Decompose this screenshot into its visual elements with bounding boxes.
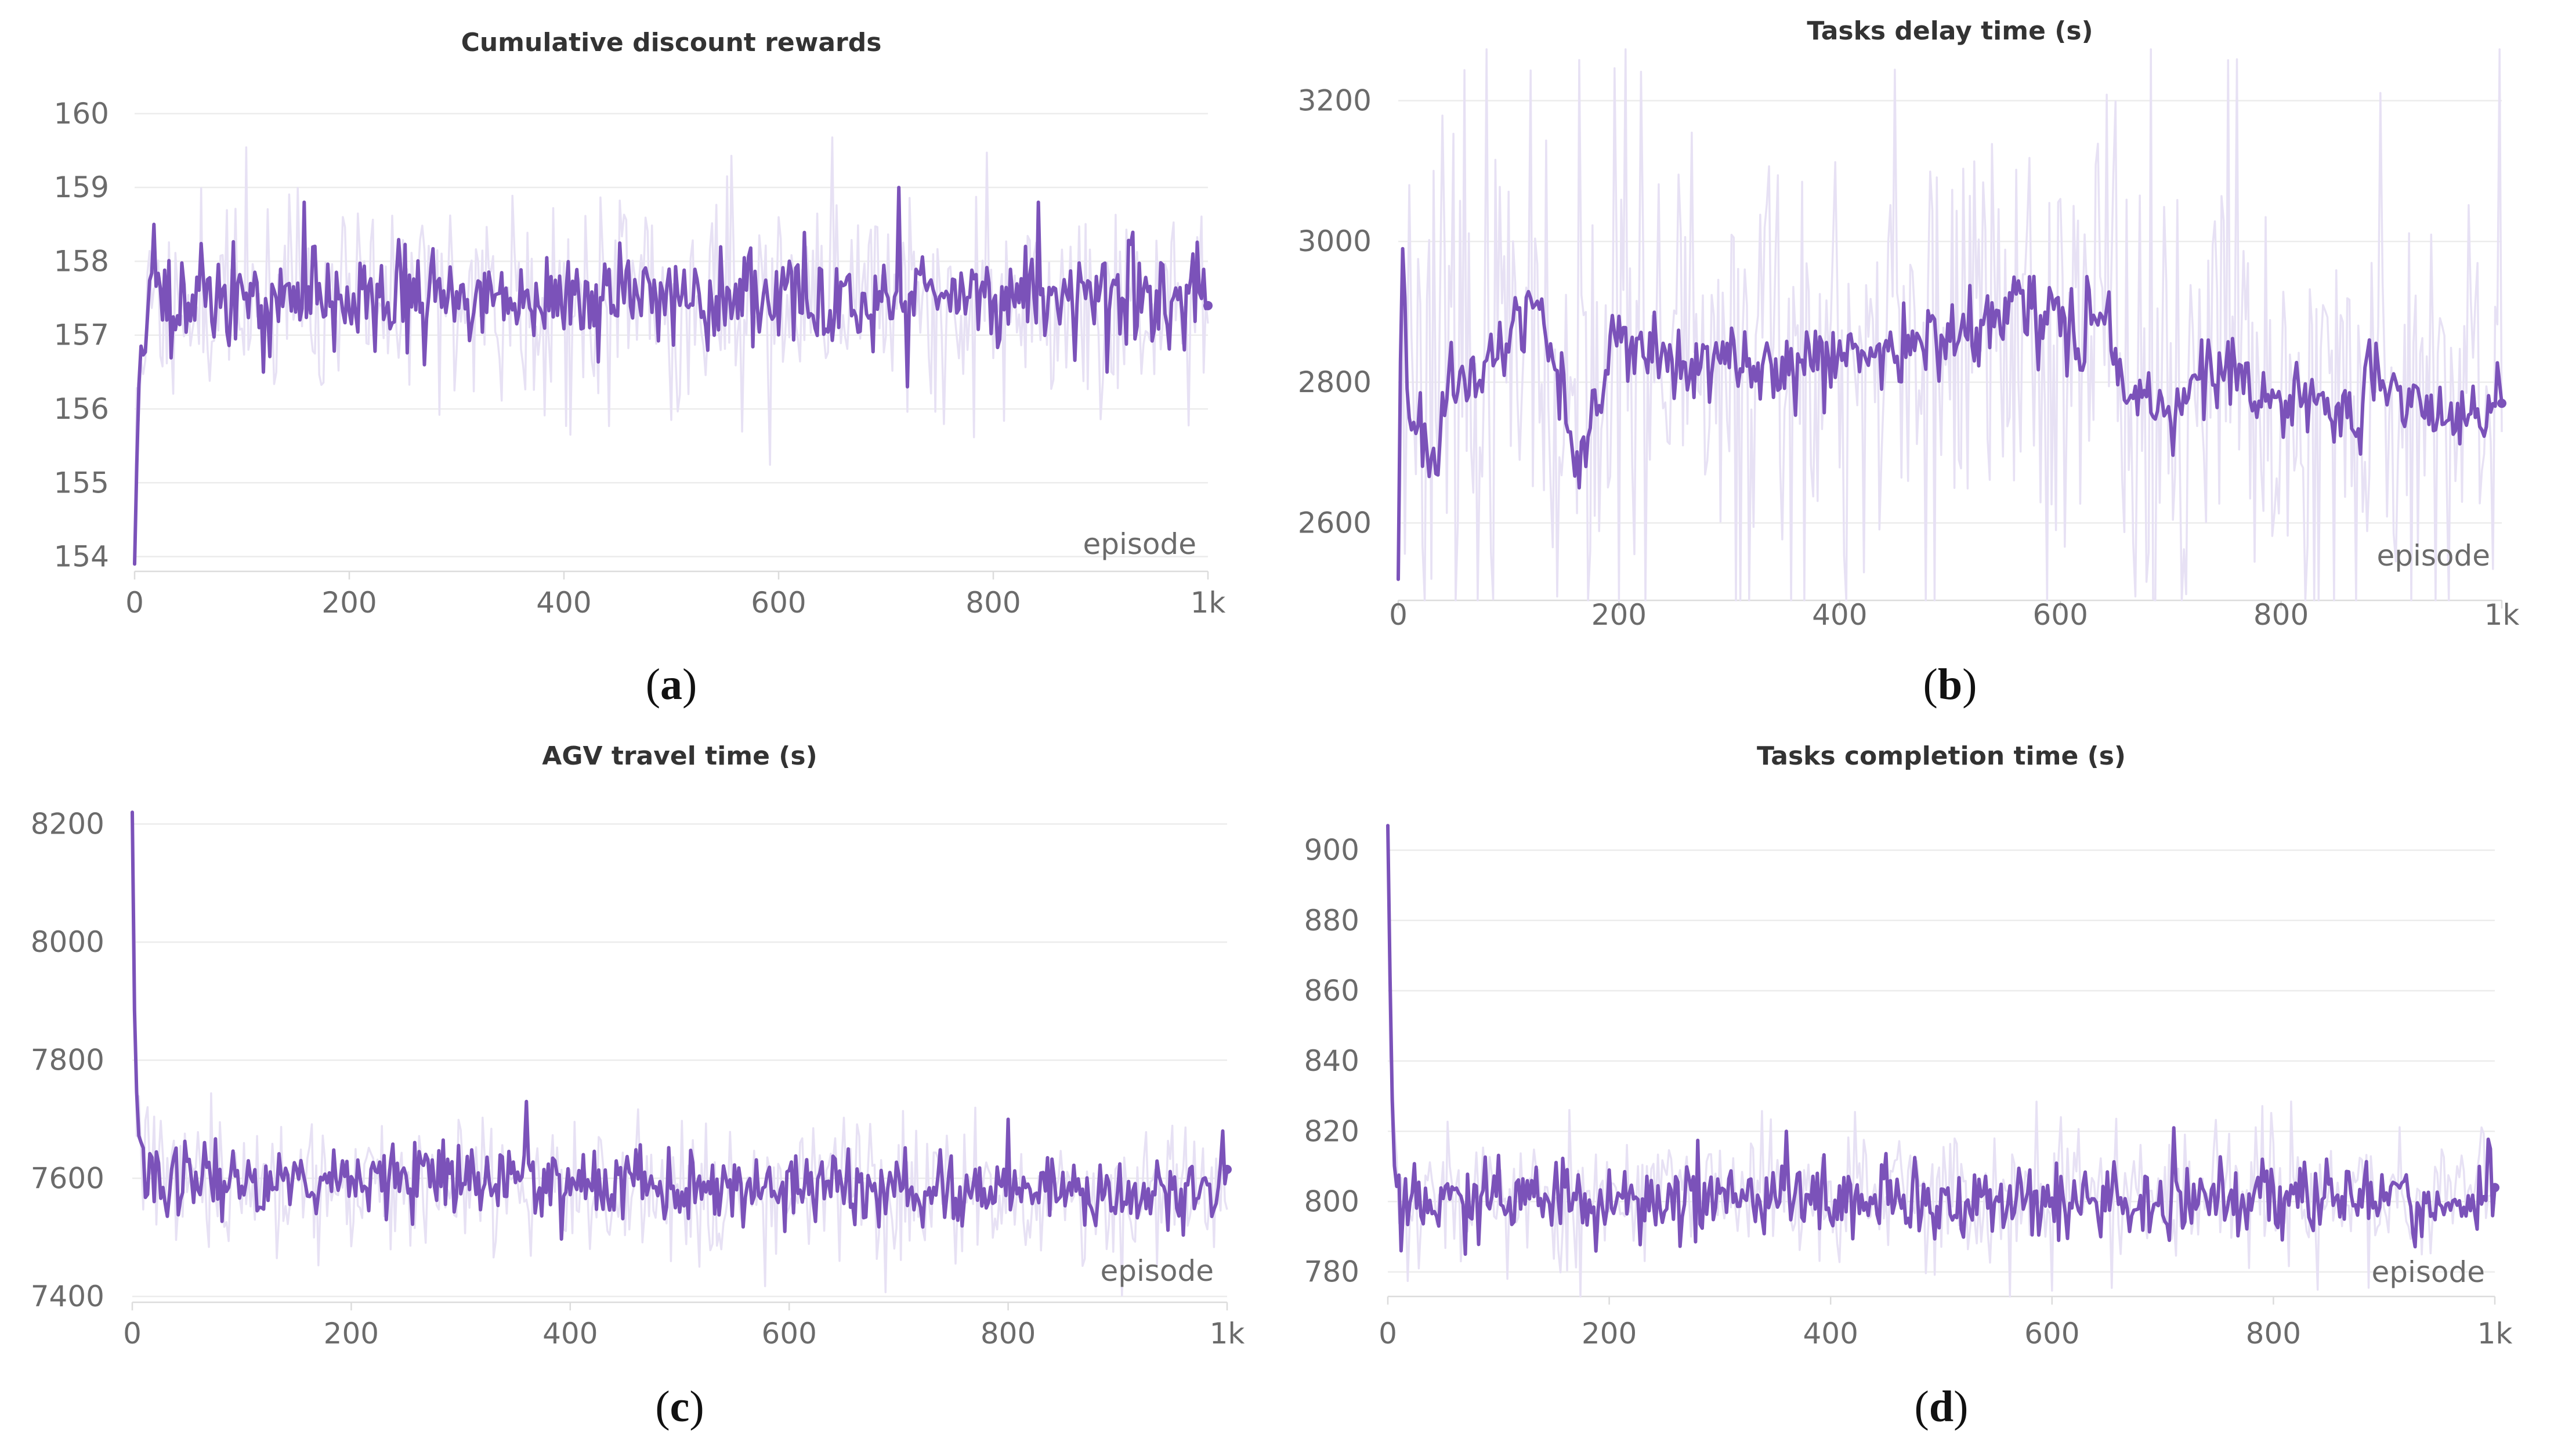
y-tick-label: 840 — [1304, 1044, 1359, 1078]
series-end-point — [1222, 1164, 1232, 1174]
x-tick-label: 200 — [1582, 1317, 1637, 1350]
x-tick-label: 600 — [761, 1317, 816, 1350]
x-tick-label: 200 — [1591, 598, 1647, 632]
x-tick-label: 200 — [324, 1317, 379, 1350]
y-tick-label: 880 — [1304, 904, 1359, 937]
x-tick-label: 600 — [751, 586, 806, 620]
x-tick-label: 600 — [2024, 1317, 2079, 1350]
series-smoothed-line — [1397, 247, 2504, 581]
panel-caption: (b) — [1923, 660, 1977, 709]
y-tick-label: 8000 — [31, 925, 104, 959]
caption-close: ) — [1962, 660, 1977, 709]
chart-title: AGV travel time (s) — [542, 741, 817, 771]
y-tick-label: 7600 — [31, 1161, 104, 1195]
panel-caption: (a) — [646, 660, 697, 709]
chart-panel-c: 7400 7600 7800 8000 8200 0 200 400 600 800 1k episo… — [31, 741, 1245, 1431]
y-tick-label: 800 — [1304, 1185, 1359, 1218]
x-axis-label: episode — [1083, 527, 1196, 561]
y-tick-label: 2600 — [1298, 506, 1372, 540]
y-tick-label: 3000 — [1298, 224, 1372, 258]
y-tick-label: 7400 — [31, 1280, 104, 1313]
caption-close: ) — [682, 660, 697, 709]
y-tick-label: 860 — [1304, 974, 1359, 1008]
caption-open: ( — [646, 660, 660, 709]
chart-title: Cumulative discount rewards — [461, 28, 882, 57]
y-tick-label: 900 — [1304, 834, 1359, 867]
x-axis-label: episode — [2371, 1255, 2485, 1289]
series-smoothed-line — [1386, 824, 2497, 1256]
chart-panel-b: 2600 2800 3000 3200 0 200 400 600 800 1k episode Ta… — [1298, 16, 2520, 709]
y-tick-label: 160 — [54, 97, 109, 131]
y-tick-label: 155 — [54, 466, 109, 499]
x-tick-label: 200 — [321, 586, 377, 620]
x-tick-label: 0 — [123, 1317, 142, 1350]
y-tick-label: 154 — [54, 540, 109, 574]
y-tick-label: 820 — [1304, 1114, 1359, 1148]
x-tick-label: 1k — [2484, 598, 2520, 632]
y-tick-label: 780 — [1304, 1255, 1359, 1289]
series-raw-line — [133, 136, 1209, 564]
series-raw-line — [131, 812, 1228, 1297]
panel-caption: (d) — [1915, 1382, 1969, 1431]
chart-panel-a: 154 155 156 157 158 159 160 0 200 400 600 800 1k epis… — [54, 28, 1226, 709]
y-tick-label: 3200 — [1298, 84, 1372, 118]
y-tick-label: 157 — [54, 318, 109, 352]
y-tick-label: 2800 — [1298, 365, 1372, 399]
series-end-point — [2490, 1183, 2499, 1193]
caption-close: ) — [1954, 1382, 1968, 1431]
caption-open: ( — [1923, 660, 1938, 709]
x-tick-label: 400 — [536, 586, 591, 620]
series-smoothed-line — [133, 186, 1210, 566]
y-tick-label: 8200 — [31, 807, 104, 841]
x-tick-label: 1k — [1191, 586, 1226, 620]
x-tick-label: 1k — [2477, 1317, 2513, 1350]
chart-title: Tasks completion time (s) — [1757, 741, 2126, 771]
panel-caption: (c) — [655, 1382, 704, 1431]
y-tick-label: 158 — [54, 244, 109, 278]
x-tick-label: 600 — [2032, 598, 2088, 632]
y-tick-label: 156 — [54, 392, 109, 426]
caption-close: ) — [689, 1382, 704, 1431]
x-tick-label: 800 — [965, 586, 1021, 620]
x-tick-label: 400 — [1812, 598, 1867, 632]
series-smoothed-line — [131, 810, 1229, 1241]
x-tick-label: 400 — [1803, 1317, 1858, 1350]
caption-letter: c — [670, 1382, 690, 1431]
x-axis-label: episode — [2376, 539, 2490, 573]
x-tick-label: 0 — [125, 586, 144, 620]
series-end-point — [2497, 399, 2506, 408]
y-tick-label: 159 — [54, 171, 109, 204]
x-axis-label: episode — [1100, 1254, 1214, 1288]
chart-title: Tasks delay time (s) — [1807, 16, 2093, 46]
chart-panel-d: 780 800 820 840 860 880 900 0 200 400 600 800 1k epis… — [1304, 741, 2513, 1431]
series-end-point — [1203, 300, 1213, 310]
x-tick-label: 0 — [1389, 598, 1408, 632]
caption-letter: a — [660, 660, 682, 709]
caption-open: ( — [655, 1382, 670, 1431]
x-tick-label: 400 — [542, 1317, 598, 1350]
caption-letter: b — [1938, 660, 1962, 709]
caption-letter: d — [1929, 1382, 1954, 1431]
x-tick-label: 800 — [2253, 598, 2309, 632]
x-tick-label: 1k — [1210, 1317, 1245, 1350]
x-tick-label: 800 — [2246, 1317, 2301, 1350]
y-tick-label: 7800 — [31, 1044, 104, 1077]
x-tick-label: 800 — [981, 1317, 1036, 1350]
caption-open: ( — [1915, 1382, 1929, 1431]
series-raw-line — [1397, 48, 2503, 602]
x-tick-label: 0 — [1379, 1317, 1397, 1350]
